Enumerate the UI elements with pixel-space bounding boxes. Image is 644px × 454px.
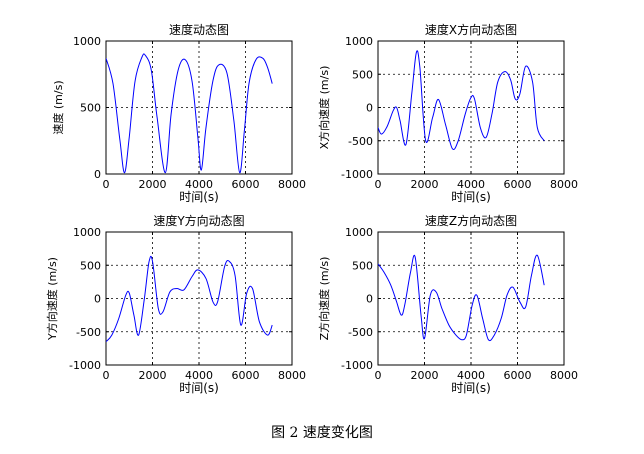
x-tick-label: 8000 [278,369,306,382]
x-tick-label: 6000 [232,369,260,382]
y-tick-label: -500 [348,326,373,339]
y-tick-label: 1000 [345,226,373,239]
x-tick-label: 2000 [411,178,439,191]
x-tick-label: 8000 [550,369,578,382]
x-tick-label: 4000 [457,369,485,382]
x-tick-label: 4000 [185,369,213,382]
y-tick-label: 500 [352,68,373,81]
chart-title: 速度X方向动态图 [425,22,517,37]
x-axis-label: 时间(s) [179,190,219,204]
chart-title: 速度Y方向动态图 [153,213,244,228]
x-tick-label: 4000 [457,178,485,191]
x-tick-label: 8000 [278,178,306,191]
chart-panel-2: 0 2000 4000 6000 8000 -1000 -500 0 500 1000 速度X方向动… [317,22,578,204]
x-tick-label: 0 [103,178,110,191]
chart-panel-4: 0 2000 4000 6000 8000 -1000 -500 0 500 1000 速度Z方向动… [317,213,578,395]
y-axis-label: 速度 (m/s) [51,80,65,134]
chart-title: 速度动态图 [169,22,229,37]
x-tick-label: 2000 [411,369,439,382]
y-tick-label: 1000 [73,226,101,239]
y-tick-label: 1000 [345,35,373,48]
y-tick-label: 500 [352,259,373,272]
x-tick-label: 8000 [550,178,578,191]
series-line [106,53,273,174]
x-tick-label: 0 [375,178,382,191]
y-tick-label: -1000 [341,359,373,372]
y-tick-label: -500 [348,135,373,148]
y-axis-label: X方向速度 (m/s) [317,66,331,150]
y-axis-label: Y方向速度 (m/s) [45,257,59,341]
y-tick-label: 500 [80,102,101,115]
x-tick-label: 6000 [232,178,260,191]
x-tick-label: 0 [103,369,110,382]
x-tick-label: 4000 [185,178,213,191]
x-tick-label: 0 [375,369,382,382]
y-tick-label: 1000 [73,35,101,48]
x-axis-label: 时间(s) [179,381,219,395]
figure-caption: 图 2 速度变化图 [271,425,373,441]
series-line [378,50,545,150]
y-tick-label: 500 [80,259,101,272]
chart-panel-3: 0 2000 4000 6000 8000 -1000 -500 0 500 1000 速度Y方向动… [45,213,306,395]
y-tick-label: 0 [366,102,373,115]
x-tick-label: 2000 [139,178,167,191]
x-tick-label: 2000 [139,369,167,382]
x-tick-label: 6000 [504,178,532,191]
y-tick-label: -1000 [69,359,101,372]
y-axis-label: Z方向速度 (m/s) [317,257,331,341]
y-tick-label: 0 [94,293,101,306]
x-axis-label: 时间(s) [451,381,491,395]
y-tick-label: 0 [94,168,101,181]
series-line [378,254,545,342]
x-axis-label: 时间(s) [451,190,491,204]
x-tick-label: 6000 [504,369,532,382]
y-tick-label: -500 [76,326,101,339]
y-tick-label: -1000 [341,168,373,181]
series-line [106,255,273,343]
y-tick-label: 0 [366,293,373,306]
chart-title: 速度Z方向动态图 [425,213,517,228]
